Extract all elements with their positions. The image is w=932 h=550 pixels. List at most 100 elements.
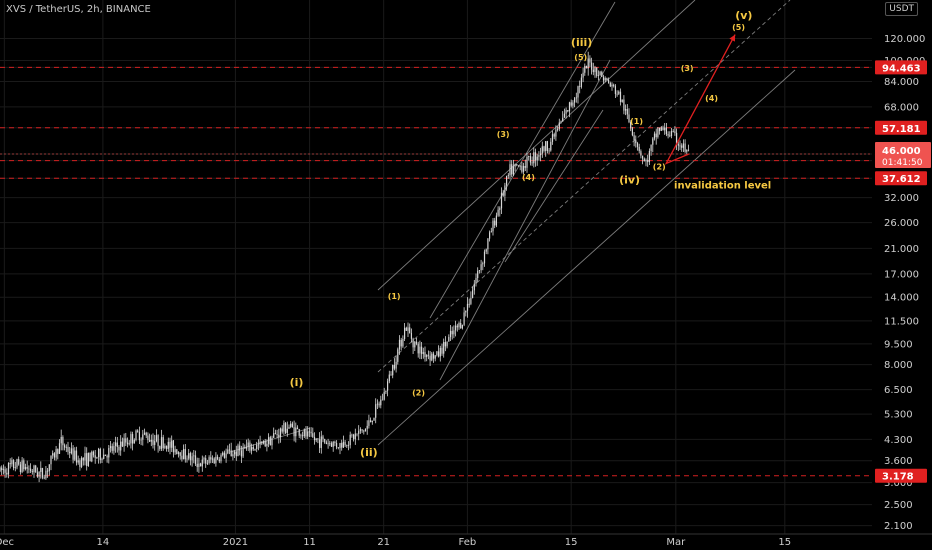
candle-body xyxy=(546,141,548,151)
candle-body xyxy=(64,445,66,448)
candle-body xyxy=(298,429,300,436)
candle-body xyxy=(200,463,202,467)
candle-body xyxy=(669,135,671,137)
price-tick-label: 5.300 xyxy=(884,410,913,421)
candle-body xyxy=(154,441,156,445)
candle-body xyxy=(60,436,62,444)
candle-body xyxy=(145,432,147,436)
candle-body xyxy=(679,145,681,147)
candle-body xyxy=(162,437,164,449)
candle-body xyxy=(171,440,173,448)
price-tick-label: 9.500 xyxy=(884,339,913,350)
wave-label-minor: (2) xyxy=(653,162,666,171)
wave-label-minor: (2) xyxy=(412,388,425,397)
candle-body xyxy=(62,436,64,446)
candle-body xyxy=(77,460,79,463)
candle-body xyxy=(147,435,149,441)
candle-body xyxy=(676,132,678,145)
candle-body xyxy=(388,374,390,382)
price-axis-bg xyxy=(872,0,932,534)
candle-body xyxy=(86,453,88,466)
candle-body xyxy=(448,337,450,342)
candle-body xyxy=(256,444,258,450)
candle-body xyxy=(28,468,30,470)
candle-body xyxy=(205,458,207,464)
candle-body xyxy=(490,231,492,233)
candle-body xyxy=(574,98,576,103)
candle-body xyxy=(672,131,674,132)
candle-body xyxy=(329,443,331,445)
candle-body xyxy=(487,238,489,250)
time-tick-label: Dec xyxy=(0,537,14,548)
currency-button[interactable]: USDT xyxy=(885,2,918,16)
candle-body xyxy=(407,327,409,331)
candle-body xyxy=(130,434,132,444)
candle-body xyxy=(358,430,360,434)
candle-body xyxy=(417,343,419,354)
candle-body xyxy=(237,445,239,457)
candle-body xyxy=(261,441,263,444)
candle-body xyxy=(439,347,441,357)
candle-body xyxy=(594,67,596,73)
wave-iii-upper-line xyxy=(429,1,616,319)
candle-body xyxy=(251,447,253,451)
candle-body xyxy=(686,149,688,152)
candle-body xyxy=(422,352,424,354)
candle-body xyxy=(283,423,285,432)
candle-body xyxy=(26,467,28,469)
candle-body xyxy=(677,144,679,146)
candle-body xyxy=(630,122,632,129)
candle-body xyxy=(412,338,414,348)
level-lines xyxy=(0,66,872,477)
candle-body xyxy=(31,471,33,473)
candle-body xyxy=(13,460,15,469)
wave-label-minor: (5) xyxy=(732,23,745,32)
candle-body xyxy=(317,438,319,440)
candle-body xyxy=(18,459,20,465)
candle-body xyxy=(410,333,412,339)
middle-channel-line xyxy=(377,0,791,373)
candle-body xyxy=(517,165,520,167)
candle-body xyxy=(436,351,438,356)
candle-body xyxy=(524,166,526,168)
wave-label-major: (iv) xyxy=(619,173,640,186)
candle-body xyxy=(438,351,440,357)
candle-body xyxy=(541,146,543,154)
candle-body xyxy=(19,464,21,472)
candle-body xyxy=(120,441,122,451)
candle-body xyxy=(626,108,628,115)
candle-body xyxy=(531,162,533,164)
wave-label-major: (iii) xyxy=(571,36,592,49)
candle-body xyxy=(409,327,411,334)
candle-body xyxy=(392,364,394,376)
candle-body xyxy=(363,430,365,432)
candle-body xyxy=(24,467,27,470)
candle-body xyxy=(458,322,460,328)
candle-body xyxy=(373,417,375,421)
candle-body xyxy=(519,165,521,167)
candle-body xyxy=(179,452,181,456)
candle-body xyxy=(232,454,234,457)
candle-body xyxy=(16,459,18,468)
candle-body xyxy=(466,303,469,311)
candle-body xyxy=(41,467,44,478)
candle-body xyxy=(643,158,645,162)
price-axis[interactable]: 2.100 2.500 3.000 3.600 4.300 5.300 6.500 8.000… xyxy=(872,0,932,534)
candle-body xyxy=(305,429,307,437)
candle-body xyxy=(526,156,528,168)
candle-body xyxy=(494,220,496,226)
time-axis[interactable]: Dec 14 2021 11 21 Feb 15 Mar 15 xyxy=(0,533,932,548)
candle-body xyxy=(511,164,513,175)
candle-body xyxy=(125,438,127,443)
candle-body xyxy=(404,327,406,340)
candle-body xyxy=(604,78,606,81)
candle-body xyxy=(681,145,683,148)
candle-body xyxy=(106,455,108,458)
level-badge xyxy=(875,171,927,186)
candle-body xyxy=(215,456,217,464)
candle-body xyxy=(393,364,395,369)
price-tick-label: 17.000 xyxy=(884,269,919,280)
candle-body xyxy=(426,354,428,358)
candle-body xyxy=(14,467,16,469)
